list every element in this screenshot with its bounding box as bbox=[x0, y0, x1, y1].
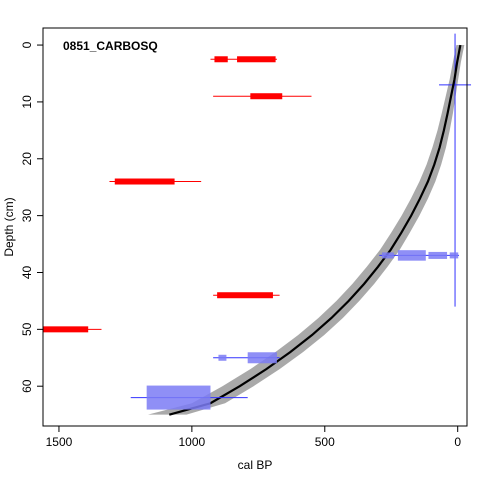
y-tick-label: 30 bbox=[20, 209, 34, 223]
date-block-6-0 bbox=[146, 385, 211, 410]
y-axis-title: Depth (cm) bbox=[2, 197, 16, 256]
model-uncertainty-band bbox=[148, 45, 465, 415]
x-tick-label: 1500 bbox=[46, 435, 73, 449]
plot-frame bbox=[42, 27, 468, 427]
axes: 1500 1000 500 0 0 10 20 30 40 50 60 bbox=[20, 41, 461, 449]
date-block-7-0 bbox=[381, 252, 394, 259]
x-tick-label: 0 bbox=[454, 435, 461, 449]
model-mean-line bbox=[168, 44, 462, 416]
date-block-2-0 bbox=[114, 178, 175, 185]
date-block-3-0 bbox=[217, 292, 273, 299]
y-tick-label: 10 bbox=[20, 95, 34, 109]
x-axis-title: cal BP bbox=[238, 458, 273, 472]
date-block-0-0 bbox=[214, 56, 228, 63]
y-tick-label: 40 bbox=[20, 265, 34, 279]
age-depth-model bbox=[148, 33, 472, 416]
radiocarbon-dates bbox=[43, 56, 460, 410]
date-block-7-1 bbox=[397, 250, 426, 261]
date-block-0-1 bbox=[237, 56, 276, 63]
date-block-5-0 bbox=[218, 354, 227, 361]
date-block-4-0 bbox=[43, 326, 89, 333]
y-tick-label: 0 bbox=[20, 41, 34, 48]
date-block-7-2 bbox=[428, 251, 448, 259]
chart-title: 0851_CARBOSQ bbox=[63, 39, 158, 53]
date-block-5-1 bbox=[247, 352, 277, 364]
date-block-7-3 bbox=[449, 252, 459, 259]
x-tick-label: 500 bbox=[315, 435, 335, 449]
y-tick-label: 50 bbox=[20, 322, 34, 336]
y-tick-label: 60 bbox=[20, 379, 34, 393]
date-block-1-0 bbox=[250, 93, 283, 100]
x-tick-label: 1000 bbox=[179, 435, 206, 449]
y-tick-label: 20 bbox=[20, 152, 34, 166]
